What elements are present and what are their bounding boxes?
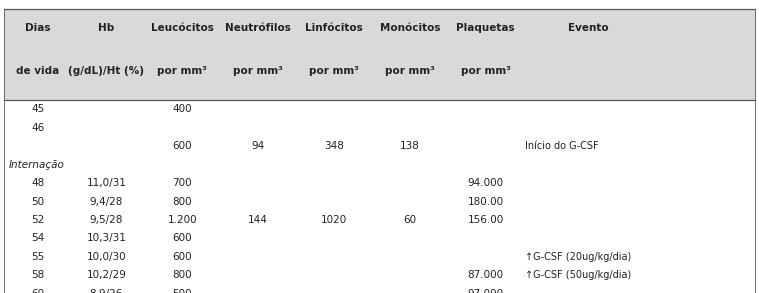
Text: 97.000: 97.000	[468, 289, 504, 293]
Bar	[4, 9, 755, 100]
Text: Monócitos: Monócitos	[380, 23, 440, 33]
Text: 180.00: 180.00	[468, 197, 504, 207]
Text: 800: 800	[172, 270, 192, 280]
Text: por mm³: por mm³	[157, 67, 207, 76]
Text: 10,0/30: 10,0/30	[87, 252, 126, 262]
Text: 60: 60	[403, 215, 417, 225]
Text: 348: 348	[324, 141, 344, 151]
Text: por mm³: por mm³	[385, 67, 435, 76]
Text: 500: 500	[172, 289, 192, 293]
Text: 600: 600	[172, 234, 192, 243]
Text: 58: 58	[31, 270, 45, 280]
Text: Dias: Dias	[25, 23, 51, 33]
Text: 1.200: 1.200	[167, 215, 197, 225]
Text: de vida: de vida	[17, 67, 59, 76]
Text: ↑G-CSF (20ug/kg/dia): ↑G-CSF (20ug/kg/dia)	[525, 252, 631, 262]
Text: 48: 48	[31, 178, 45, 188]
Text: Início do G-CSF: Início do G-CSF	[525, 141, 599, 151]
Text: Plaquetas: Plaquetas	[456, 23, 515, 33]
Text: 144: 144	[248, 215, 268, 225]
Text: 10,2/29: 10,2/29	[87, 270, 126, 280]
Text: 54: 54	[31, 234, 45, 243]
Text: 9,4/28: 9,4/28	[90, 197, 123, 207]
Text: Leucócitos: Leucócitos	[151, 23, 213, 33]
Text: 52: 52	[31, 215, 45, 225]
Text: Neutrófilos: Neutrófilos	[225, 23, 291, 33]
Text: 138: 138	[400, 141, 420, 151]
Text: 600: 600	[172, 141, 192, 151]
Text: por mm³: por mm³	[309, 67, 359, 76]
Text: 94: 94	[251, 141, 265, 151]
Text: (g/dL)/Ht (%): (g/dL)/Ht (%)	[68, 67, 144, 76]
Text: 50: 50	[31, 197, 45, 207]
Text: 94.000: 94.000	[468, 178, 504, 188]
Text: 55: 55	[31, 252, 45, 262]
Text: Linfócitos: Linfócitos	[305, 23, 363, 33]
Text: 46: 46	[31, 123, 45, 133]
Text: 8,9/26: 8,9/26	[90, 289, 123, 293]
Text: 156.00: 156.00	[468, 215, 504, 225]
Text: por mm³: por mm³	[461, 67, 511, 76]
Text: 600: 600	[172, 252, 192, 262]
Text: 800: 800	[172, 197, 192, 207]
Text: Hb: Hb	[98, 23, 115, 33]
Text: 10,3/31: 10,3/31	[87, 234, 126, 243]
Text: 87.000: 87.000	[468, 270, 504, 280]
Text: Evento: Evento	[568, 23, 609, 33]
Text: 700: 700	[172, 178, 192, 188]
Text: 400: 400	[172, 104, 192, 114]
Text: 9,5/28: 9,5/28	[90, 215, 123, 225]
Text: por mm³: por mm³	[233, 67, 283, 76]
Text: ↑G-CSF (50ug/kg/dia): ↑G-CSF (50ug/kg/dia)	[525, 270, 631, 280]
Text: 11,0/31: 11,0/31	[87, 178, 126, 188]
Text: 60: 60	[31, 289, 45, 293]
Text: Internação: Internação	[9, 160, 65, 170]
Text: 45: 45	[31, 104, 45, 114]
Text: 1020: 1020	[321, 215, 347, 225]
